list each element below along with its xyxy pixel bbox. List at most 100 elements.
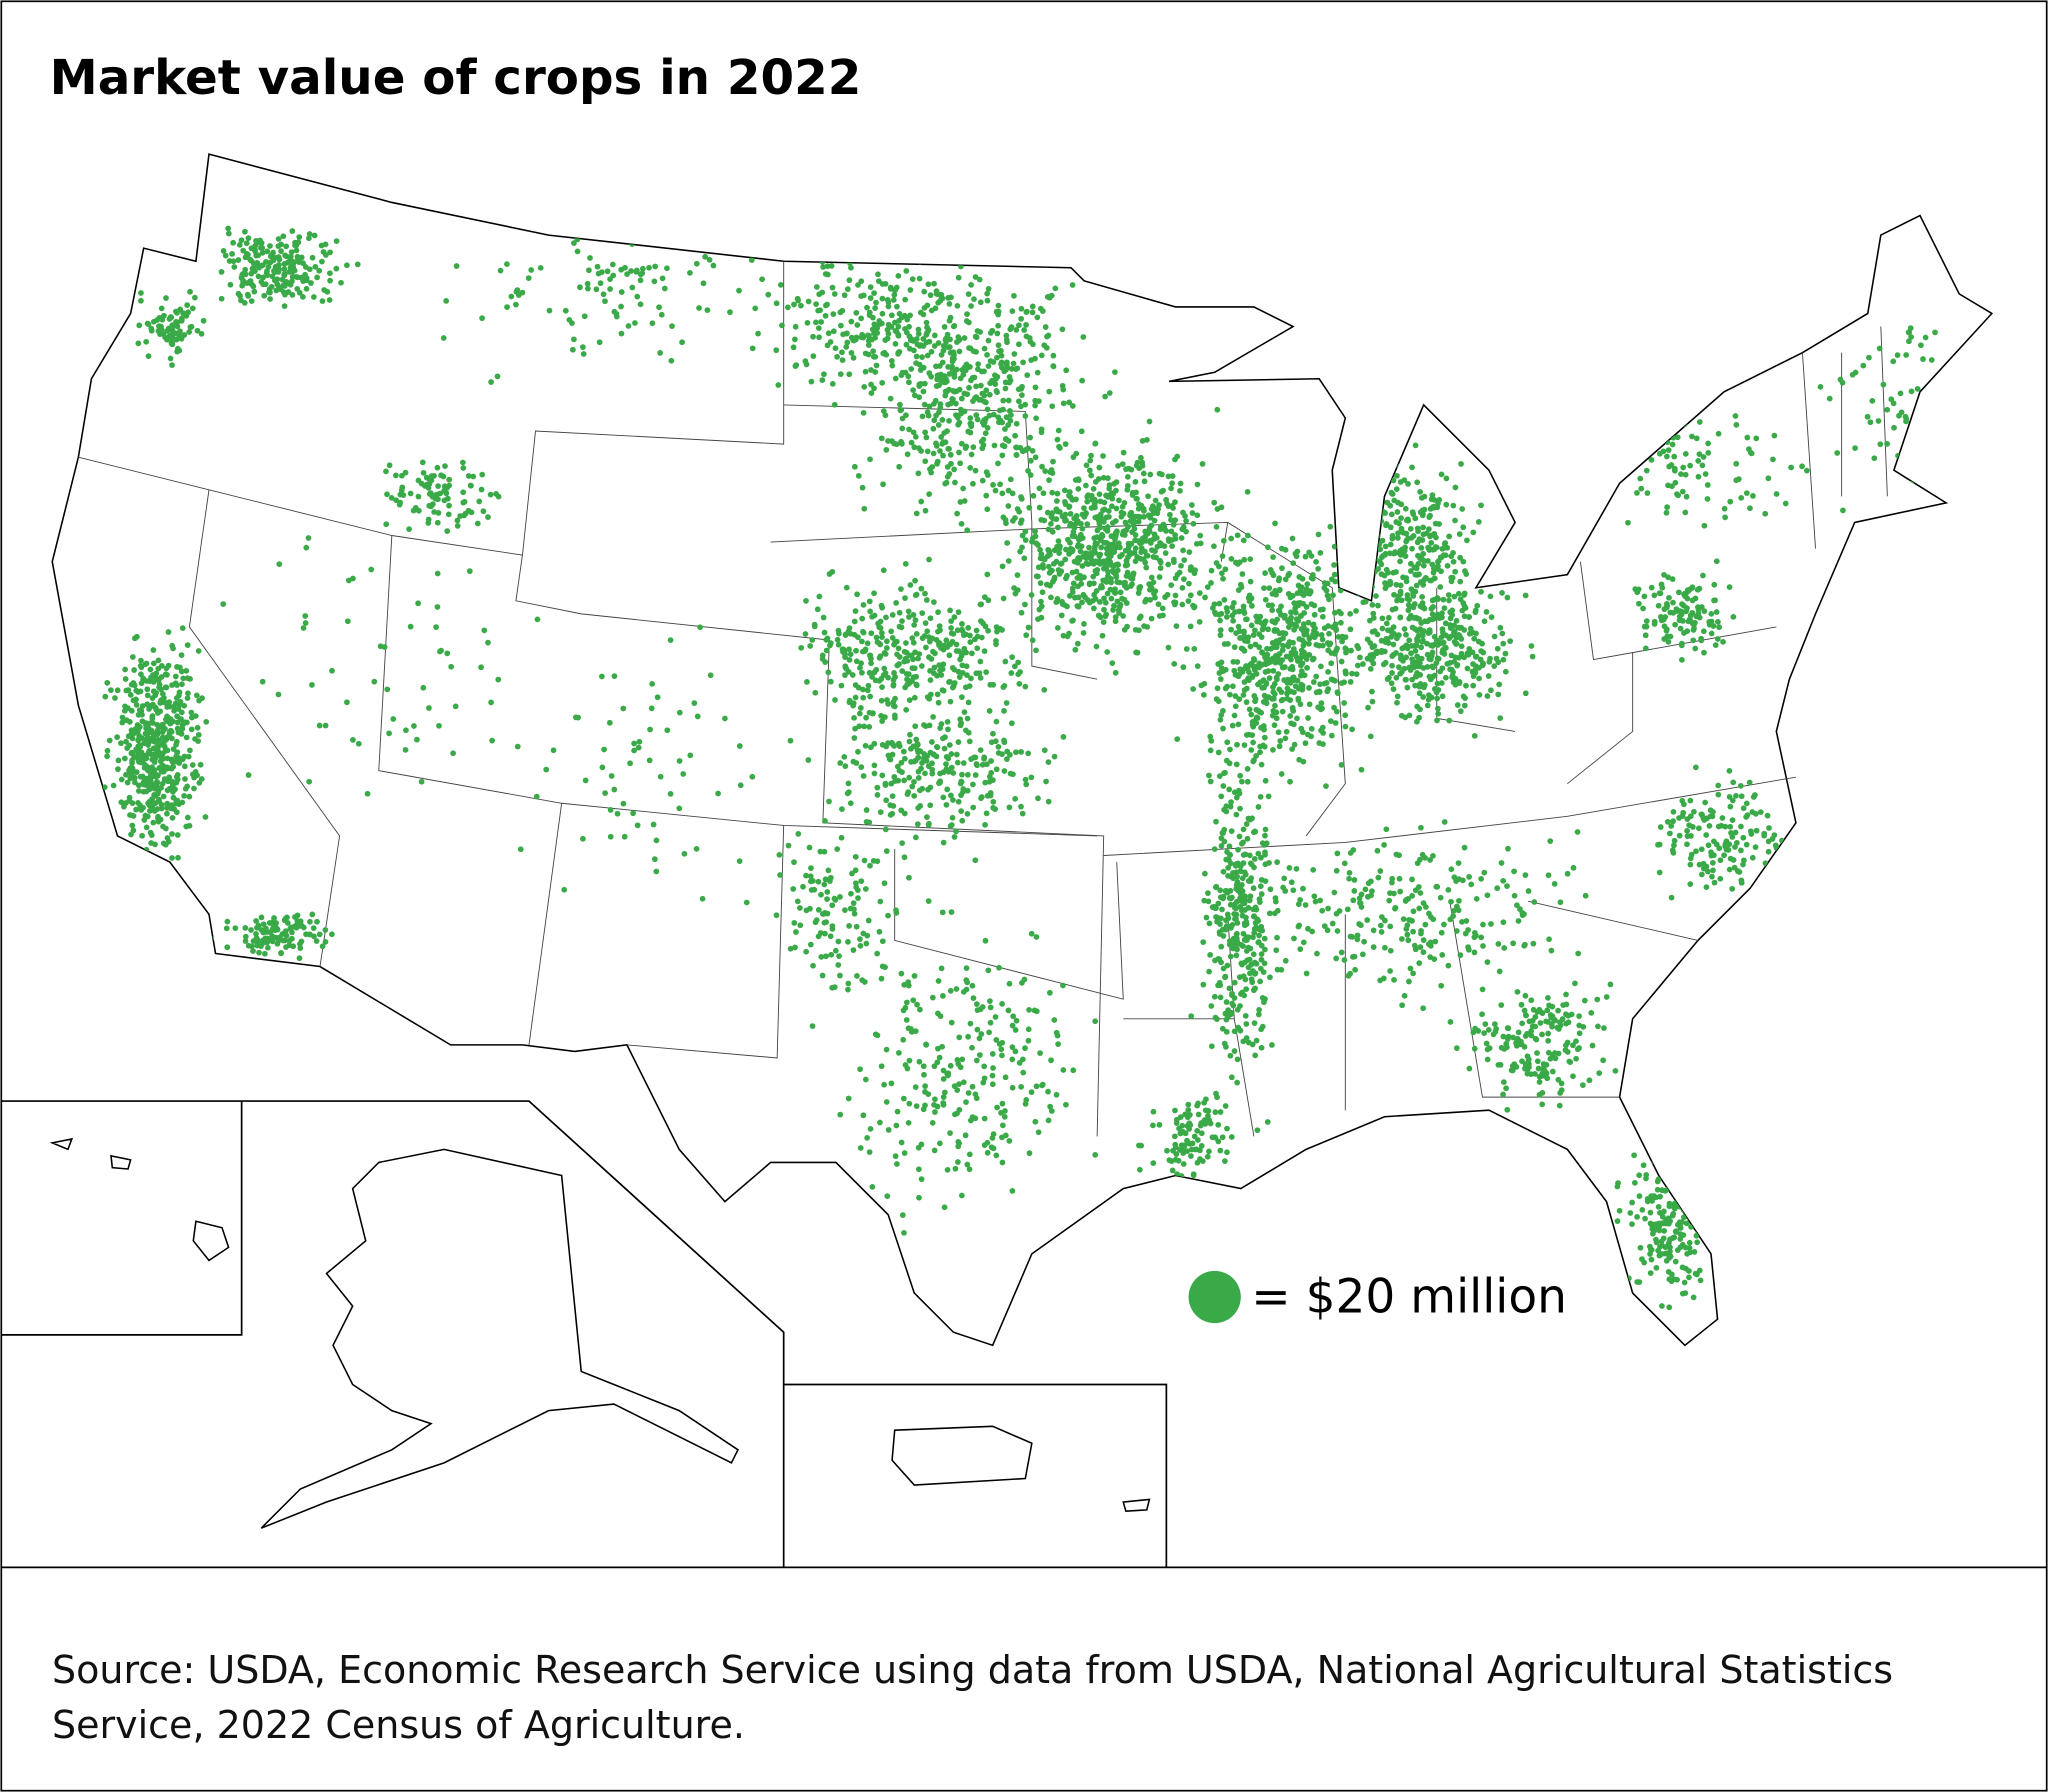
dot: [1681, 1197, 1687, 1204]
dot: [990, 411, 997, 418]
dot: [240, 247, 247, 254]
dot: [1187, 592, 1194, 599]
dot: [1491, 663, 1498, 669]
dot: [1463, 682, 1469, 689]
dot: [1315, 531, 1322, 538]
dot: [1481, 618, 1488, 625]
dot: [1249, 979, 1256, 986]
dot: [902, 595, 908, 601]
dot: [274, 926, 281, 933]
dot: [1443, 475, 1450, 482]
dot: [1211, 846, 1218, 852]
dot: [166, 703, 173, 710]
dot: [1383, 566, 1390, 573]
dot: [1199, 461, 1206, 467]
dot: [1699, 871, 1705, 878]
dot: [1219, 553, 1226, 560]
dot: [938, 672, 945, 678]
dot: [968, 423, 975, 430]
dot: [1077, 531, 1084, 538]
dot: [1083, 462, 1090, 469]
dot: [1382, 510, 1389, 516]
dot: [1290, 560, 1297, 566]
dot: [263, 270, 270, 276]
dot: [1379, 615, 1386, 622]
dot: [944, 786, 951, 793]
dot: [1227, 901, 1234, 908]
dot: [1308, 725, 1315, 732]
dot: [978, 794, 985, 800]
dot: [1409, 509, 1416, 516]
dot: [909, 276, 916, 282]
dot: [1589, 1042, 1596, 1049]
dot: [1033, 540, 1040, 547]
dot: [1229, 894, 1235, 901]
dot: [168, 314, 175, 321]
dot: [1208, 567, 1215, 574]
dot: [1412, 682, 1418, 689]
dot: [947, 678, 953, 685]
dot: [1078, 520, 1084, 527]
dot: [1355, 585, 1362, 592]
dot: [906, 697, 913, 703]
dot: [1429, 546, 1436, 553]
dot: [1052, 285, 1059, 292]
dot: [1213, 883, 1220, 890]
dot: [487, 491, 494, 498]
dot: [1250, 758, 1257, 765]
dot: [993, 308, 1000, 315]
dot: [1304, 664, 1310, 671]
dot: [1459, 607, 1466, 614]
dot: [1044, 333, 1050, 340]
dot: [1038, 551, 1045, 558]
dot: [1395, 499, 1401, 506]
dot: [1007, 408, 1013, 414]
dot: [1664, 633, 1671, 640]
dot: [903, 707, 910, 713]
dot: [823, 647, 830, 654]
dot: [838, 682, 845, 689]
dot: [1235, 886, 1242, 893]
dot: [474, 520, 481, 527]
dot: [289, 228, 296, 234]
dot: [1393, 486, 1400, 493]
dot: [1642, 632, 1649, 639]
dot: [1256, 1007, 1262, 1013]
dot: [1662, 1147, 1668, 1153]
dot: [1347, 611, 1354, 617]
dot: [1209, 904, 1216, 910]
dot: [1070, 529, 1077, 535]
dot: [1689, 597, 1696, 604]
dot: [290, 264, 297, 270]
dot: [1367, 733, 1374, 740]
dot: [1342, 668, 1349, 675]
dot: [959, 367, 966, 373]
dot: [1232, 672, 1239, 678]
dot: [1485, 673, 1492, 679]
dot: [965, 624, 972, 631]
dot: [1075, 486, 1082, 492]
dot: [978, 634, 985, 641]
dot: [1049, 403, 1056, 410]
dot: [130, 827, 137, 834]
dot: [947, 451, 954, 458]
dot: [1240, 943, 1246, 950]
dot: [1051, 753, 1058, 760]
dot: [1072, 594, 1078, 601]
dot: [1472, 607, 1479, 614]
dot: [1251, 929, 1258, 936]
dot: [845, 789, 852, 796]
dot: [1286, 570, 1293, 577]
dot: [283, 932, 290, 939]
dot: [278, 949, 284, 956]
dot: [1060, 632, 1067, 639]
dot: [1281, 664, 1288, 670]
dot: [163, 295, 169, 301]
dot: [1301, 631, 1308, 638]
dot: [181, 332, 188, 338]
dot: [1018, 749, 1024, 755]
dot: [121, 707, 128, 714]
dot: [798, 644, 805, 651]
dot: [1556, 1102, 1563, 1109]
dot: [1084, 498, 1091, 505]
